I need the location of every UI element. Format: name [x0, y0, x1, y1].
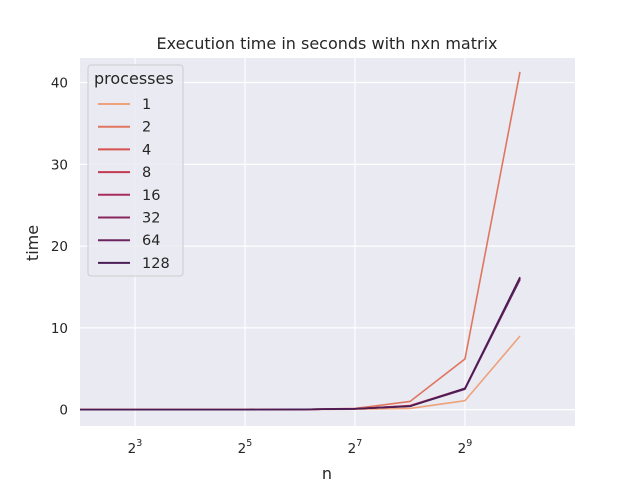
chart-title: Execution time in seconds with nxn matri… [156, 34, 497, 53]
y-tick-label: 40 [51, 76, 68, 92]
x-tick-label: 29 [458, 438, 473, 457]
legend-label-4: 4 [142, 142, 151, 158]
x-axis-label: n [322, 464, 332, 480]
series-lines [80, 71, 521, 411]
y-tick-label: 10 [51, 321, 68, 337]
x-tick-label: 27 [348, 438, 363, 457]
legend-label-1: 1 [142, 97, 151, 113]
legend-label-16: 16 [142, 188, 160, 204]
y-tick-label: 0 [59, 403, 68, 419]
legend-label-2: 2 [142, 120, 151, 136]
legend-label-32: 32 [142, 211, 160, 227]
legend: processes 1 2 4 8 16 32 64 128 [87, 64, 184, 277]
legend-box [87, 64, 184, 277]
y-axis-label: time [23, 225, 42, 261]
legend-label-64: 64 [142, 233, 160, 249]
x-tick-label: 25 [238, 438, 253, 457]
legend-label-128: 128 [142, 256, 170, 272]
x-tick-label: 23 [128, 438, 143, 457]
y-tick-label: 30 [51, 157, 68, 173]
legend-label-8: 8 [142, 165, 151, 181]
y-tick-label: 20 [51, 239, 68, 255]
legend-title: processes [94, 69, 174, 88]
axis-ticks: 23 25 27 29 0 10 20 30 40 [51, 76, 473, 457]
series-line-128 [80, 276, 521, 411]
